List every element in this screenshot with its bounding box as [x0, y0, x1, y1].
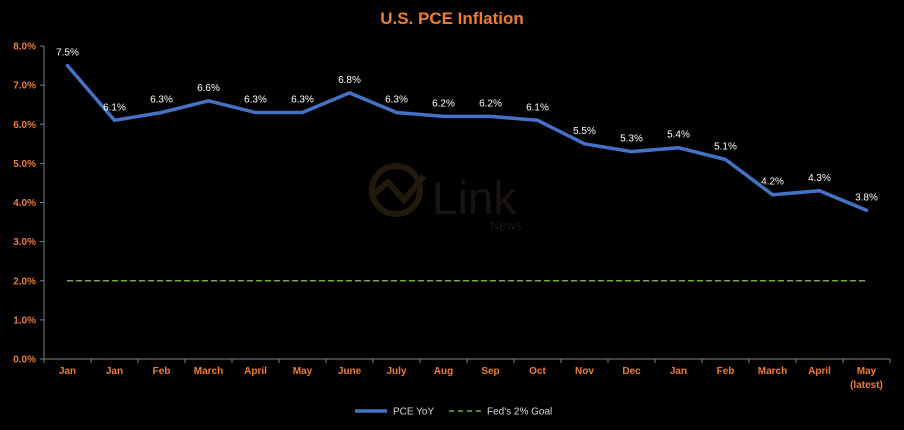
x-tick-label: Dec: [622, 366, 641, 377]
x-tick-label: Jan: [106, 366, 123, 377]
x-tick-label: April: [808, 366, 831, 377]
x-tick-label: Sep: [481, 366, 499, 377]
y-tick-label: 8.0%: [13, 42, 36, 53]
watermark-logo: Link News: [369, 163, 523, 233]
x-tick-label: May (latest): [850, 366, 883, 391]
x-tick-label: June: [338, 366, 362, 377]
watermark-chart-icon: [370, 174, 427, 205]
data-label: 6.8%: [338, 75, 361, 86]
x-tick-label: Oct: [529, 366, 546, 377]
y-tick-label: 0.0%: [13, 355, 36, 366]
x-tick-label: Jan: [670, 366, 687, 377]
data-label: 6.3%: [244, 95, 267, 106]
data-label: 6.3%: [385, 95, 408, 106]
x-tick-label: Jan: [59, 366, 76, 377]
data-label: 6.1%: [526, 102, 549, 113]
x-tick-label: May: [293, 366, 313, 377]
x-tick-label: Nov: [575, 366, 594, 377]
data-label: 5.3%: [620, 134, 643, 145]
chart-title: U.S. PCE Inflation: [380, 9, 524, 28]
legend-label: PCE YoY: [393, 407, 434, 418]
data-label: 5.1%: [714, 141, 737, 152]
legend: PCE YoY Fed's 2% Goal: [355, 407, 552, 418]
data-label: 4.2%: [761, 177, 784, 188]
data-label: 5.5%: [573, 126, 596, 137]
watermark-text: Link: [432, 172, 517, 224]
y-tick-label: 5.0%: [13, 159, 36, 170]
data-label: 3.8%: [855, 192, 878, 203]
pce-yoy-series-line: [65, 63, 869, 213]
data-label: 5.4%: [667, 130, 690, 141]
x-tick-label: Aug: [434, 366, 453, 377]
x-tick-label: April: [244, 366, 267, 377]
data-label: 6.3%: [150, 95, 173, 106]
data-label: 6.1%: [103, 102, 126, 113]
y-tick-label: 3.0%: [13, 237, 36, 248]
watermark-subtext: News: [490, 218, 523, 233]
x-tick-label: March: [758, 366, 787, 377]
data-label: 4.3%: [808, 173, 831, 184]
legend-label: Fed's 2% Goal: [487, 407, 552, 418]
y-tick-label: 4.0%: [13, 198, 36, 209]
data-label: 6.3%: [291, 95, 314, 106]
data-label: 6.6%: [197, 83, 220, 94]
y-tick-label: 6.0%: [13, 120, 36, 131]
y-tick-label: 2.0%: [13, 276, 36, 287]
x-tick-label: Feb: [153, 366, 171, 377]
x-tick-label: July: [386, 366, 406, 377]
watermark-ring-icon: [369, 163, 423, 217]
data-label: 6.2%: [479, 98, 502, 109]
data-label: 7.5%: [56, 48, 79, 59]
data-label: 6.2%: [432, 98, 455, 109]
x-tick-label: March: [194, 366, 223, 377]
x-tick-label: Feb: [717, 366, 735, 377]
y-tick-label: 1.0%: [13, 315, 36, 326]
y-tick-label: 7.0%: [13, 81, 36, 92]
